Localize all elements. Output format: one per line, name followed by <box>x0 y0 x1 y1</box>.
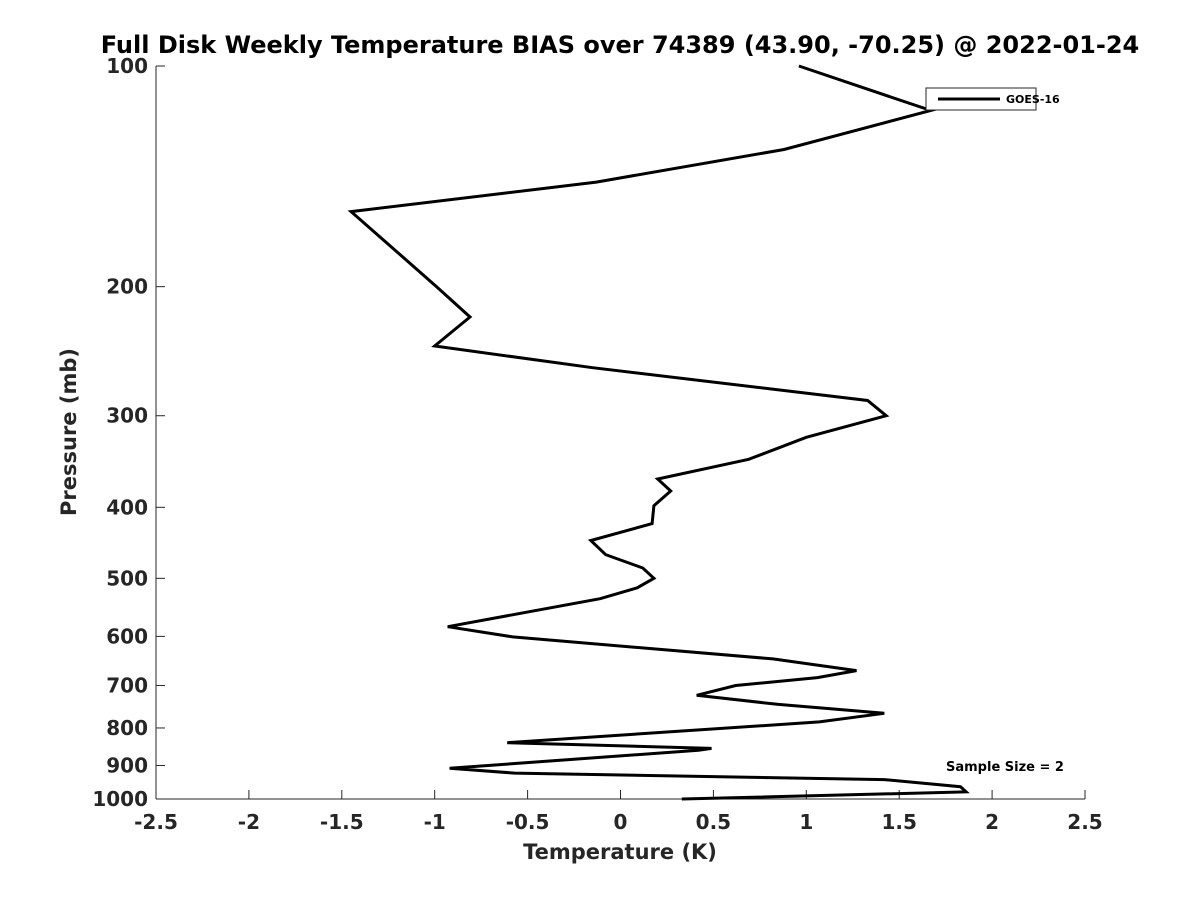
legend: GOES-16 <box>925 87 1060 111</box>
x-tick-label: 0.5 <box>696 810 731 834</box>
y-axis-label: Pressure (mb) <box>57 348 81 516</box>
x-tick-label: 0 <box>614 810 628 834</box>
y-tick-label: 600 <box>106 624 148 648</box>
sample-size-note: Sample Size = 2 <box>946 760 1064 775</box>
y-tick-label: 800 <box>106 716 148 740</box>
chart-title: Full Disk Weekly Temperature BIAS over 7… <box>101 31 1140 59</box>
x-tick-label: -0.5 <box>506 810 550 834</box>
y-tick-label: 1000 <box>92 787 148 811</box>
series-group <box>347 64 970 801</box>
x-tick-label: 1 <box>799 810 813 834</box>
y-tick-label: 300 <box>106 404 148 428</box>
y-tick-label: 900 <box>106 753 148 777</box>
y-tick-label: 500 <box>106 566 148 590</box>
x-axis: -2.5 -2 -1.5 -1 -0.5 0 0.5 1 1.5 2 2.5 <box>134 790 1103 834</box>
y-axis: 100 200 300 400 500 600 700 800 900 1000 <box>92 54 165 811</box>
x-tick-label: 2.5 <box>1067 810 1102 834</box>
x-tick-label: -2.5 <box>134 810 178 834</box>
x-tick-label: -2 <box>238 810 260 834</box>
y-tick-label: 700 <box>106 673 148 697</box>
series-line-goes-16 <box>347 64 970 801</box>
x-tick-label: 2 <box>985 810 999 834</box>
x-tick-label: -1.5 <box>320 810 364 834</box>
y-tick-label: 100 <box>106 54 148 78</box>
y-tick-label: 200 <box>106 275 148 299</box>
y-tick-label: 400 <box>106 495 148 519</box>
legend-label-goes-16: GOES-16 <box>1006 93 1060 106</box>
x-tick-label: -1 <box>424 810 446 834</box>
x-axis-label: Temperature (K) <box>523 840 717 864</box>
x-tick-label: 1.5 <box>881 810 916 834</box>
